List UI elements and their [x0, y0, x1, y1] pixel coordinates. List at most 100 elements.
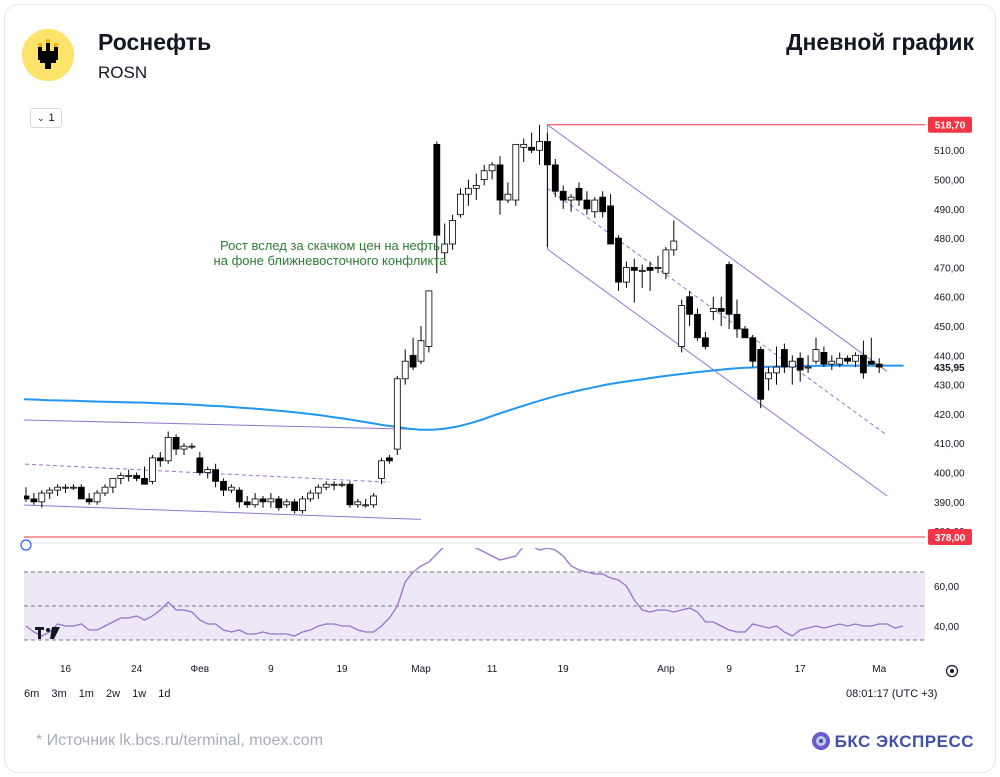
candle-body [62, 486, 69, 489]
candle [623, 261, 630, 288]
tradingview-logo[interactable] [34, 622, 62, 644]
candle-body [512, 143, 520, 201]
channel-range-mid [24, 463, 390, 483]
candle [860, 340, 867, 379]
price-axis-label: 490,00 [934, 205, 965, 216]
candle-body [46, 489, 54, 494]
candle [54, 484, 61, 496]
candle [646, 261, 654, 291]
price-axis-label: 480,00 [934, 234, 965, 245]
candle-body [551, 164, 559, 192]
candle-body [812, 349, 820, 362]
time-axis-label: 19 [558, 664, 570, 675]
price-axis-label: 440,00 [934, 351, 965, 362]
candle [725, 261, 733, 329]
candle-body [330, 483, 338, 486]
candle-body [575, 187, 583, 201]
candle-body [275, 498, 283, 509]
candle-body [354, 501, 362, 506]
candle [46, 487, 54, 499]
candle [591, 197, 599, 218]
range-1w[interactable]: 1w [132, 688, 147, 700]
candle [330, 481, 338, 491]
rsi-line [25, 548, 904, 637]
candle [299, 495, 306, 514]
time-axis-label: Мар [411, 664, 431, 675]
candle-body [457, 193, 464, 216]
chevron-down-icon: ⌄ [37, 113, 45, 123]
price-axis-label: 450,00 [934, 322, 965, 333]
candle-body [804, 366, 812, 369]
candle-body [299, 498, 306, 512]
low-price-tag-bg [928, 529, 972, 545]
candle-body [441, 243, 449, 254]
candle-body [370, 495, 378, 506]
candle [607, 194, 614, 245]
timezone-clock[interactable]: 08:01:17 (UTC +3) [846, 688, 938, 700]
candle [441, 223, 449, 262]
chart-title: Дневной график [786, 29, 974, 55]
candle-body [836, 357, 844, 365]
candle [717, 296, 725, 327]
candle [220, 478, 227, 496]
candle [820, 346, 828, 368]
candle-body [409, 354, 417, 368]
candle-body [433, 143, 441, 236]
time-axis-label: 17 [795, 664, 807, 675]
low-price-tag: 378,00 [935, 533, 966, 544]
candle [393, 375, 401, 455]
moving-average-line [24, 364, 904, 431]
candle-body [125, 475, 133, 477]
candle-body [607, 205, 614, 245]
candle [125, 469, 133, 482]
candle [338, 481, 346, 488]
candle-body [559, 190, 567, 201]
time-axis-label: 16 [60, 664, 72, 675]
candle [409, 337, 417, 370]
candle-body [133, 475, 141, 479]
range-3m[interactable]: 3m [51, 688, 67, 700]
candle [867, 337, 875, 365]
candle-body [875, 363, 883, 368]
high-price-tag: 518,70 [935, 121, 966, 132]
candle-body [702, 337, 709, 347]
candle-body [749, 337, 757, 362]
candle [30, 493, 38, 505]
candle-body [164, 436, 172, 462]
candle [464, 179, 472, 206]
candle-body [725, 264, 733, 315]
range-1m[interactable]: 1m [78, 688, 94, 700]
candle [678, 299, 686, 353]
candle-body [283, 501, 291, 506]
interval-selector[interactable]: ⌄ 1 [30, 108, 62, 128]
candle-body [591, 199, 599, 213]
rsi-axis-label: 60,00 [934, 582, 959, 593]
candle [559, 185, 567, 209]
candle-body [599, 196, 607, 213]
price-axis-label: 510,00 [934, 146, 965, 157]
candle [156, 452, 164, 467]
time-axis-label: 9 [268, 664, 274, 675]
candle-body [615, 237, 622, 283]
candle [370, 493, 378, 508]
candle [844, 355, 851, 365]
goto-date-icon[interactable] [944, 663, 960, 679]
price-axis-label: 410,00 [934, 439, 965, 450]
time-axis-label: 19 [336, 664, 348, 675]
price-axis-label: 420,00 [934, 410, 965, 421]
range-1d[interactable]: 1d [158, 688, 171, 700]
candle [196, 452, 204, 476]
candle-body [425, 290, 433, 347]
range-2w[interactable]: 2w [106, 688, 121, 700]
candle [172, 434, 180, 455]
candle [251, 493, 259, 508]
candle-body [401, 360, 409, 380]
brand-text: БКС ЭКСПРЕСС [834, 732, 974, 751]
candle-body [544, 141, 551, 166]
candle [180, 443, 188, 455]
range-6m[interactable]: 6m [24, 688, 40, 700]
candle-body [638, 269, 646, 272]
candle-body [148, 457, 156, 482]
candle-body [741, 328, 749, 339]
